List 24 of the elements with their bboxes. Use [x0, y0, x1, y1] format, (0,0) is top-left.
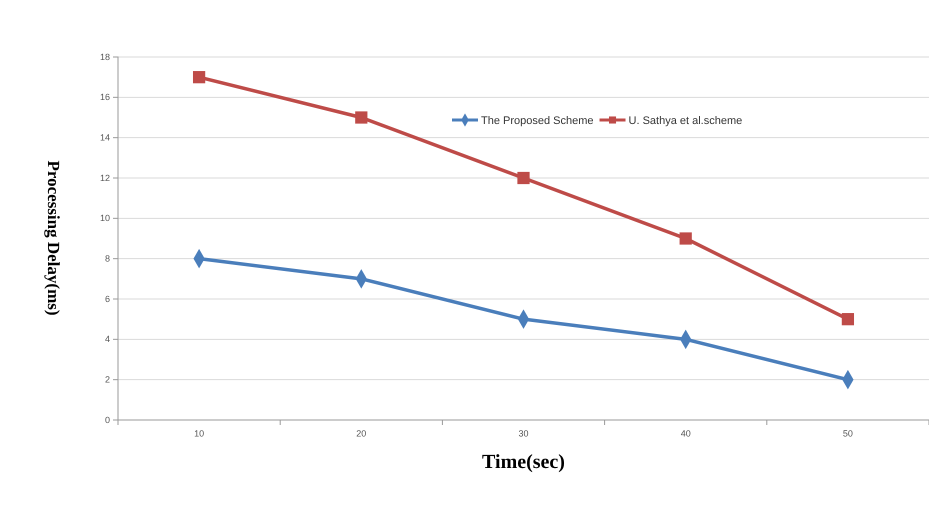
- y-tick-label: 14: [100, 132, 110, 143]
- y-tick-label: 18: [100, 52, 110, 62]
- point: [680, 232, 692, 245]
- x-tick-label: 40: [680, 428, 691, 438]
- y-tick-label: 4: [104, 334, 110, 344]
- point: [192, 71, 206, 84]
- y-tick-label: 16: [100, 92, 110, 102]
- x-axis-title: Time(sec): [482, 451, 565, 473]
- point: [517, 172, 530, 184]
- x-tick-label: 30: [518, 428, 529, 438]
- point: [842, 313, 854, 326]
- point: [355, 111, 368, 124]
- y-axis-title: Processing Delay(ms): [44, 160, 63, 316]
- x-tick-label: 50: [842, 428, 853, 438]
- y-tick-label: 6: [104, 294, 110, 304]
- y-tick-label: 0: [104, 414, 110, 425]
- y-tick-label: 10: [100, 213, 110, 224]
- legend-label: U. Sathya et al.scheme: [628, 115, 742, 127]
- legend-label: The Proposed Scheme: [481, 115, 594, 127]
- y-tick-label: 8: [104, 254, 110, 264]
- y-tick-label: 12: [100, 172, 110, 183]
- x-tick-label: 10: [194, 428, 204, 438]
- y-tick-label: 2: [104, 374, 110, 385]
- x-tick-label: 20: [356, 428, 366, 438]
